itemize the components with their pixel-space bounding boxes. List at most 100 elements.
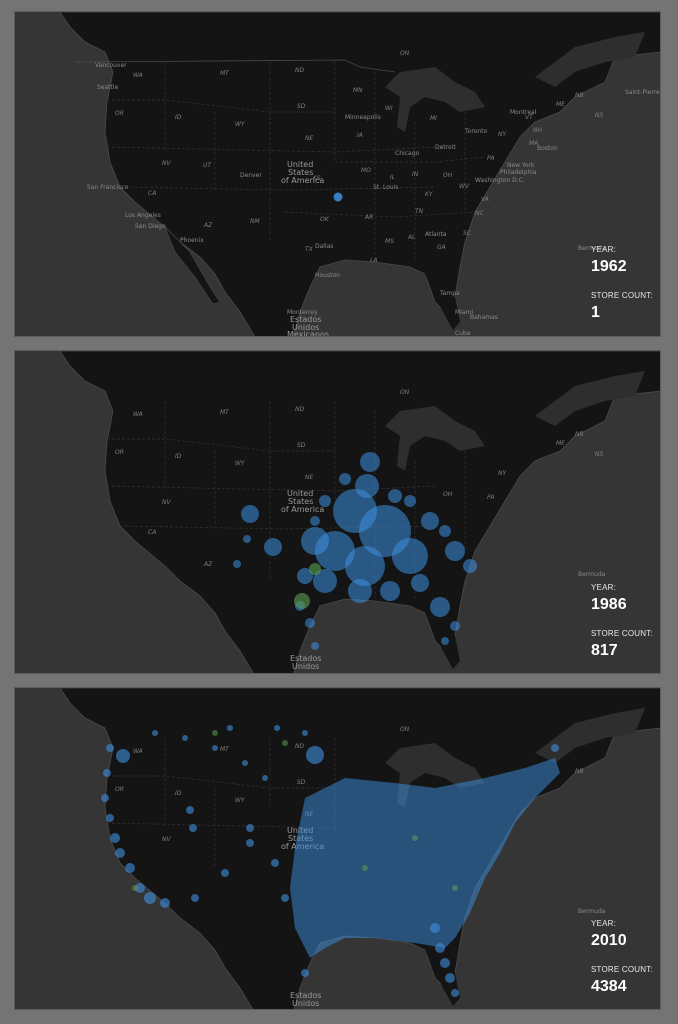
store-count-value: 817 [591, 642, 618, 659]
svg-text:Los Angeles: Los Angeles [125, 212, 161, 219]
svg-text:NB: NB [575, 92, 584, 99]
store-dots-1986 [233, 452, 477, 650]
svg-text:NE: NE [305, 135, 313, 142]
svg-text:OR: OR [115, 786, 124, 793]
store-count-value: 1 [591, 304, 600, 321]
svg-text:ND: ND [295, 743, 304, 750]
store-count-label: STORE COUNT: [591, 629, 653, 638]
svg-text:WV: WV [459, 183, 470, 190]
svg-text:MI: MI [430, 115, 437, 122]
svg-text:ME: ME [556, 440, 565, 447]
svg-text:NB: NB [575, 768, 584, 775]
canada-border [74, 59, 396, 73]
svg-text:SD: SD [297, 442, 306, 449]
svg-text:Tampa: Tampa [439, 290, 460, 297]
info-box: YEAR: 1986 STORE COUNT: 817 [591, 583, 653, 660]
svg-text:TN: TN [415, 208, 424, 215]
year-label: YEAR: [591, 583, 617, 592]
svg-text:UT: UT [203, 162, 212, 169]
svg-text:AZ: AZ [203, 561, 213, 568]
north-america-land [59, 12, 660, 336]
store-dots-1962 [333, 192, 343, 202]
svg-text:OK: OK [320, 216, 330, 223]
svg-text:MN: MN [353, 87, 363, 94]
svg-text:Unidos: Unidos [292, 662, 319, 671]
svg-text:WA: WA [133, 748, 143, 755]
svg-text:IL: IL [390, 174, 395, 181]
svg-text:States: States [288, 168, 313, 177]
year-label: YEAR: [591, 245, 617, 254]
svg-text:ID: ID [175, 790, 182, 797]
svg-text:MS: MS [385, 238, 394, 245]
info-box: YEAR: 2010 STORE COUNT: 4384 [591, 919, 653, 996]
svg-text:NS: NS [595, 451, 603, 458]
svg-text:AR: AR [364, 214, 373, 221]
svg-text:SD: SD [297, 779, 306, 786]
svg-text:MA: MA [529, 140, 538, 147]
map-panel-1986: WA OR ID MT WY NV CA AZ ND SD NE ON ME NB NS PA NY O… [14, 350, 661, 674]
svg-text:MT: MT [220, 70, 230, 77]
svg-text:MO: MO [361, 167, 371, 174]
svg-text:San Francisco: San Francisco [87, 184, 129, 191]
svg-text:ON: ON [400, 726, 410, 733]
svg-text:WY: WY [235, 121, 246, 128]
svg-text:Minneapolis: Minneapolis [345, 114, 381, 121]
svg-text:Unidos: Unidos [292, 999, 319, 1008]
svg-text:MT: MT [220, 409, 230, 416]
svg-text:Bermuda: Bermuda [578, 571, 606, 578]
st-lawrence [535, 371, 645, 426]
info-box: YEAR: 1962 STORE COUNT: 1 [591, 245, 653, 322]
svg-text:NY: NY [498, 470, 507, 477]
svg-text:ID: ID [175, 114, 182, 121]
year-value: 1962 [591, 258, 627, 275]
svg-text:Monterrey: Monterrey [287, 309, 318, 316]
svg-text:Estados: Estados [290, 654, 321, 663]
svg-text:of America: of America [281, 505, 324, 514]
svg-text:Atlanta: Atlanta [425, 231, 447, 238]
svg-text:OH: OH [443, 491, 453, 498]
svg-text:KY: KY [425, 191, 434, 198]
svg-text:ND: ND [295, 67, 304, 74]
svg-text:Philadelphia: Philadelphia [500, 169, 537, 176]
svg-text:United: United [287, 160, 313, 169]
svg-text:AL: AL [407, 234, 415, 241]
svg-text:NH: NH [533, 127, 542, 134]
state-borders [106, 62, 486, 262]
store-dots-green [132, 730, 458, 891]
svg-text:NV: NV [162, 499, 171, 506]
svg-text:CA: CA [148, 529, 156, 536]
svg-text:WA: WA [133, 411, 143, 418]
great-lakes [385, 67, 485, 132]
svg-text:NV: NV [162, 836, 171, 843]
svg-text:KS: KS [313, 175, 321, 182]
svg-text:ND: ND [295, 406, 304, 413]
svg-text:NY: NY [498, 131, 507, 138]
store-dots-green [294, 563, 321, 609]
svg-text:SD: SD [297, 103, 306, 110]
basemap[interactable]: WA OR ID MT WY NV CA AZ ND SD NE ON ME NB NS PA NY O… [15, 351, 661, 674]
svg-text:Unidos: Unidos [292, 323, 319, 332]
florida [425, 274, 460, 330]
svg-text:WA: WA [133, 72, 143, 79]
svg-text:VT: VT [525, 114, 534, 121]
svg-text:Vancouver: Vancouver [95, 62, 127, 69]
svg-text:Miami: Miami [455, 309, 473, 316]
store-dots-2010 [101, 725, 560, 997]
map-panel-1962: WA OR ID MT WY NV UT CA AZ NM ND SD NE KS OK TX … [14, 11, 661, 337]
store-count-label: STORE COUNT: [591, 965, 653, 974]
svg-text:NM: NM [250, 218, 260, 225]
svg-text:Phoenix: Phoenix [180, 237, 204, 244]
svg-text:GA: GA [437, 244, 446, 251]
svg-text:Denver: Denver [240, 172, 262, 179]
svg-text:Estados: Estados [290, 991, 321, 1000]
baja [164, 226, 221, 305]
svg-text:MT: MT [220, 746, 230, 753]
svg-text:NV: NV [162, 160, 171, 167]
svg-text:AZ: AZ [203, 222, 213, 229]
svg-text:Saint-Pierre-et-M: Saint-Pierre-et-M [625, 89, 661, 96]
